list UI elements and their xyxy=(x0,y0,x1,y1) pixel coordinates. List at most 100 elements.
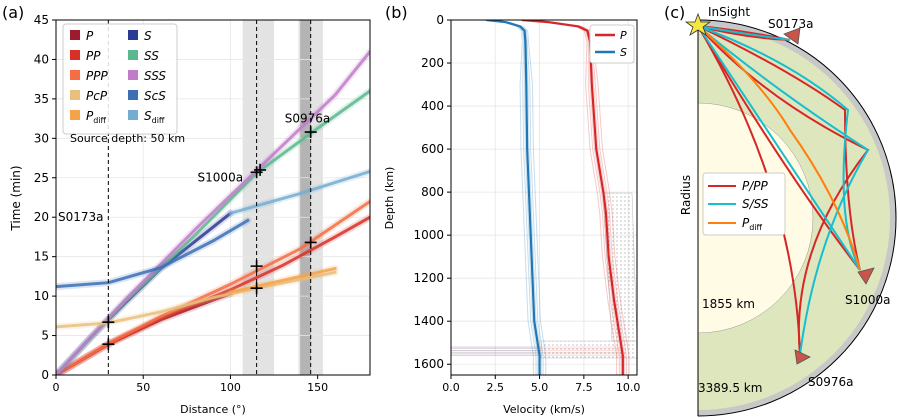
y-tick-label-0: 0 xyxy=(41,368,49,382)
y-tick-label-45: 45 xyxy=(34,13,49,27)
series-pdiff xyxy=(228,267,337,294)
y-tick-label-1000: 1000 xyxy=(413,228,444,242)
legend-swatch-scs xyxy=(128,90,138,100)
legend-swatch-p xyxy=(70,30,80,40)
ensemble-p-5 xyxy=(524,20,630,375)
p-deep-prior xyxy=(540,340,637,359)
event-label-s0976a: S0976a xyxy=(808,375,854,389)
surface-outline xyxy=(697,19,897,417)
dark-band xyxy=(300,20,311,375)
legend-label-scs: ScS xyxy=(144,89,166,103)
ray-ss-s0976a xyxy=(697,25,870,356)
arrival-picks xyxy=(102,126,317,351)
station-label: InSight xyxy=(708,5,750,19)
y-axis-label: Time (min) xyxy=(9,165,23,231)
planet-radius-label: 3389.5 km xyxy=(698,381,762,395)
panel-b: 0.0 2.5 5.0 7.5 10.0 0 200 400 600 800 1000 1200 14… xyxy=(383,13,640,416)
x-tick-label-150: 150 xyxy=(307,381,328,394)
y-tick-label-10: 10 xyxy=(34,289,49,303)
legend-label-p: P xyxy=(620,29,627,42)
y-tick-label-25: 25 xyxy=(34,171,49,185)
x-tick-label-3: 7.5 xyxy=(575,381,593,394)
pick-s0173a-1 xyxy=(102,316,115,329)
legend-label-s: S xyxy=(144,29,152,43)
p-prior-range xyxy=(602,192,637,342)
legend-label-pcp: PcP xyxy=(86,89,108,103)
series-sss xyxy=(56,50,370,375)
y-tick-label-1600: 1600 xyxy=(413,357,444,371)
x-ticks: 0 50 100 150 xyxy=(53,375,328,394)
x-tick-label-0: 0.0 xyxy=(442,381,460,394)
legend-swatch-ppp xyxy=(70,70,80,80)
y-tick-label-1400: 1400 xyxy=(413,314,444,328)
profile-p xyxy=(521,20,624,375)
event-label-s0173a: S0173a xyxy=(58,210,104,224)
x-tick-label-100: 100 xyxy=(220,381,241,394)
ensemble-s-5 xyxy=(489,20,547,375)
x-tick-label-50: 50 xyxy=(136,381,150,394)
event-marker-s0173a xyxy=(783,27,801,45)
core-radius-label: 1855 km xyxy=(702,297,755,311)
series-pcp xyxy=(56,270,337,329)
legend-label-sss: S/SS xyxy=(742,197,769,211)
panel-label-c: (c) xyxy=(664,3,685,22)
legend-swatch-sdiff xyxy=(128,110,138,120)
y-ticks: 0 200 400 600 800 1000 1200 1400 1600 xyxy=(413,13,451,371)
x-axis-label: Velocity (km/s) xyxy=(503,403,585,416)
event-label-s1000a: S1000a xyxy=(198,171,244,185)
x-tick-label-1: 2.5 xyxy=(487,381,505,394)
legend-label-sss: SSS xyxy=(144,69,166,83)
legend-label-pdiff: Pdiff xyxy=(742,216,763,232)
panel-label-b: (b) xyxy=(385,3,408,22)
x-tick-label-0: 0 xyxy=(53,381,60,394)
y-tick-label-400: 400 xyxy=(421,99,444,113)
legend-subscript: diff xyxy=(152,116,165,125)
legend-label-p: P xyxy=(86,29,94,43)
ray-ss-s0173a xyxy=(697,25,791,41)
x-tick-label-4: 10.0 xyxy=(616,381,641,394)
pick-s0173a-0 xyxy=(102,338,115,351)
shaded-range-0 xyxy=(242,20,275,375)
legend-box xyxy=(702,172,786,236)
event-marker-s0976a xyxy=(794,349,811,365)
station-star xyxy=(684,12,712,36)
legend: P S xyxy=(589,24,635,64)
y-ticks: 0 5 10 15 20 25 30 35 40 45 xyxy=(34,13,56,382)
legend-label-ss: SS xyxy=(144,49,159,63)
y-tick-label-5: 5 xyxy=(41,329,49,343)
y-tick-label-15: 15 xyxy=(34,250,49,264)
panel-label-a: (a) xyxy=(2,3,24,22)
legend-swatch-pdiff xyxy=(70,110,80,120)
legend-swatch-pcp xyxy=(70,90,80,100)
legend-label-pp: PP xyxy=(86,49,101,63)
series-scs xyxy=(56,218,250,289)
source-depth-note: Source depth: 50 km xyxy=(70,132,185,145)
panel-c: InSight S0173a S1000a S0976a 1855 km 338… xyxy=(679,5,897,417)
y-tick-label-30: 30 xyxy=(34,131,49,145)
profile-s xyxy=(486,20,541,375)
y-axis-label: Depth (km) xyxy=(383,167,396,230)
series-sdiff xyxy=(228,169,370,215)
panel-a: 0 50 100 150 0 5 10 15 20 25 30 35 40 45 Distance (°… xyxy=(9,13,371,416)
pick-s1000a-2 xyxy=(250,282,263,295)
pick-s1000a-3 xyxy=(250,260,263,273)
legend-swatch-s xyxy=(128,30,138,40)
y-tick-label-20: 20 xyxy=(34,210,49,224)
plot-frame xyxy=(55,19,371,376)
velocity-ensemble xyxy=(451,20,630,375)
legend: P/PP S/SS Pdiff xyxy=(702,172,786,236)
event-label-s1000a: S1000a xyxy=(845,293,891,307)
event-marker-s1000a xyxy=(857,267,875,285)
ray-p-s1000a xyxy=(697,25,861,271)
pick-s1000a-5 xyxy=(254,163,267,176)
y-tick-label-200: 200 xyxy=(421,56,444,70)
radius-axis-label: Radius xyxy=(679,175,693,215)
event-label-s0976a: S0976a xyxy=(285,112,331,126)
y-tick-label-600: 600 xyxy=(421,142,444,156)
legend-box xyxy=(62,23,178,135)
travel-time-curves xyxy=(56,48,370,375)
event-label-s0173a: S0173a xyxy=(768,17,814,31)
ray-pp-s1000a-a xyxy=(697,25,861,271)
event-labels: S0173a S1000a S0976a xyxy=(58,112,330,225)
